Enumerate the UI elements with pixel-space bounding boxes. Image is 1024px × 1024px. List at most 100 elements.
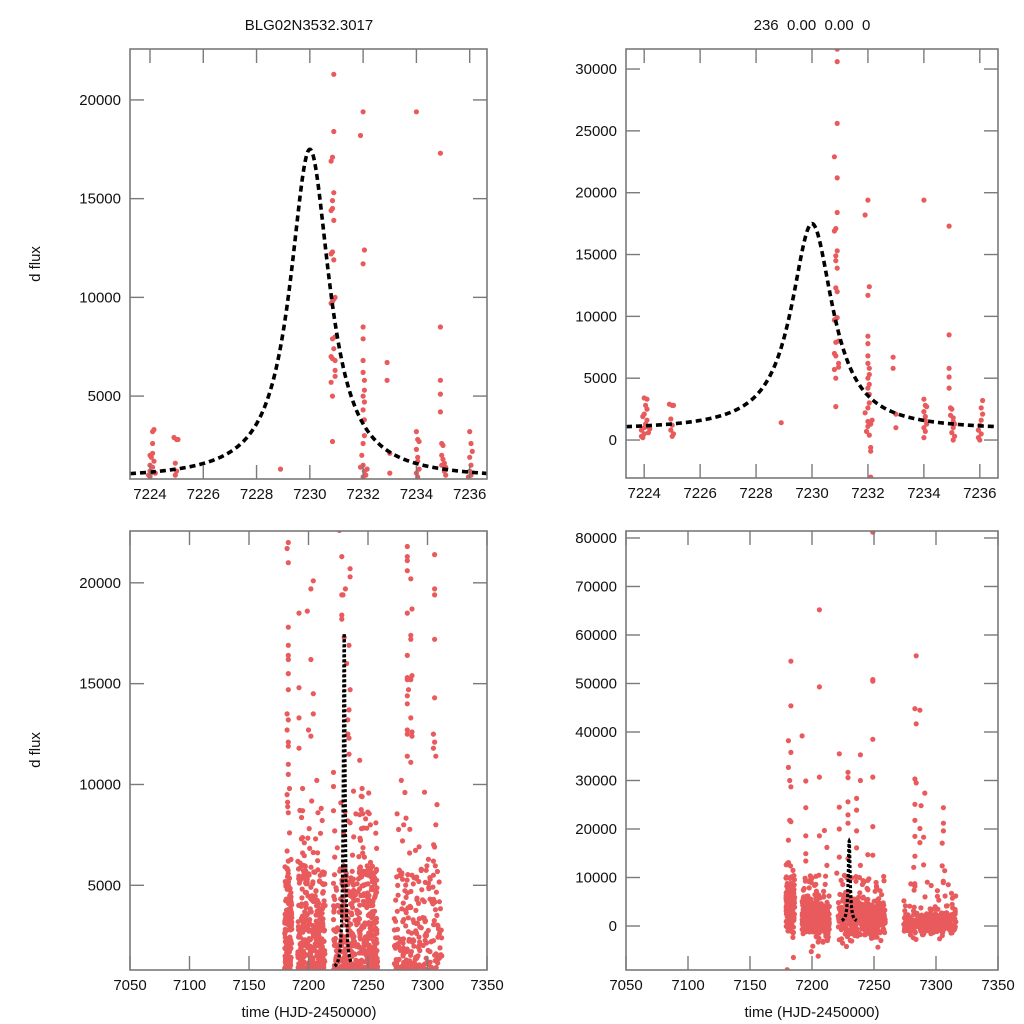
data-point — [374, 885, 380, 891]
data-point — [361, 399, 367, 405]
data-point — [394, 811, 400, 817]
data-point — [863, 931, 869, 938]
data-point — [921, 435, 927, 441]
x-tick-label: 7250 — [857, 977, 890, 994]
data-point — [468, 440, 474, 447]
data-point — [785, 738, 792, 744]
data-point — [978, 431, 984, 437]
x-tick-label: 7230 — [293, 486, 326, 503]
data-point — [409, 733, 415, 739]
data-point — [812, 926, 819, 932]
data-point — [840, 940, 846, 946]
data-point — [946, 385, 952, 391]
data-point — [285, 642, 291, 648]
data-point — [816, 930, 822, 936]
data-point — [298, 945, 304, 952]
data-point — [357, 837, 364, 844]
data-point — [838, 936, 845, 942]
data-point — [836, 905, 842, 911]
data-point — [330, 808, 337, 814]
data-point — [921, 862, 927, 868]
data-point — [948, 915, 954, 921]
data-point — [341, 936, 347, 942]
data-point — [289, 902, 295, 908]
data-point — [409, 729, 415, 735]
data-point — [945, 882, 951, 888]
data-point — [408, 636, 414, 642]
data-point — [912, 706, 918, 712]
data-point — [863, 914, 869, 921]
data-point — [432, 552, 438, 558]
data-point — [843, 925, 849, 931]
data-point — [319, 940, 325, 946]
data-point — [946, 223, 952, 229]
data-point — [857, 777, 864, 784]
data-point — [908, 881, 914, 887]
data-point — [980, 411, 986, 417]
data-point — [319, 817, 325, 824]
data-point — [347, 566, 353, 572]
data-point — [430, 745, 436, 751]
data-point — [314, 963, 320, 969]
data-point — [331, 257, 337, 263]
data-point — [838, 877, 844, 884]
data-point — [440, 456, 446, 462]
y-tick-label: 80000 — [575, 530, 617, 547]
data-point — [308, 586, 314, 592]
data-point — [353, 965, 360, 970]
data-point — [315, 943, 321, 949]
data-point — [821, 827, 828, 834]
data-point — [305, 835, 311, 841]
data-point — [409, 961, 415, 967]
data-point — [317, 872, 323, 879]
data-point — [284, 866, 290, 872]
data-point — [312, 869, 318, 875]
data-point — [425, 880, 432, 886]
data-point — [316, 929, 322, 935]
x-tick-label: 7200 — [795, 977, 828, 994]
data-point — [911, 887, 917, 893]
data-point — [809, 875, 815, 881]
data-point — [950, 926, 956, 932]
data-point — [921, 834, 927, 840]
data-point — [356, 950, 363, 956]
data-point — [370, 877, 376, 883]
data-point — [790, 954, 797, 961]
data-point — [834, 248, 840, 254]
x-tick-label: 7230 — [795, 485, 828, 502]
data-point — [296, 685, 302, 691]
data-point — [928, 882, 934, 889]
data-point — [785, 917, 791, 924]
data-point — [147, 452, 153, 458]
data-point — [803, 851, 809, 857]
data-point — [788, 658, 794, 664]
data-point — [788, 749, 794, 756]
data-point — [815, 953, 821, 959]
data-point — [871, 934, 877, 940]
data-point — [857, 752, 864, 758]
data-point — [408, 715, 414, 721]
data-point — [414, 895, 420, 901]
data-point — [360, 947, 367, 953]
data-point — [332, 854, 338, 860]
data-point — [638, 433, 645, 439]
data-point — [372, 939, 378, 945]
x-tick-label: 7228 — [240, 486, 273, 503]
data-point — [328, 207, 334, 214]
data-point — [821, 928, 827, 934]
x-tick-label: 7050 — [113, 977, 146, 994]
data-point — [790, 917, 796, 923]
data-point — [410, 937, 416, 943]
data-point — [369, 915, 375, 921]
panel-bottom-left: d flux time (HJD-2450000) 7050 7100 7150 72… — [27, 530, 504, 1021]
data-point — [838, 927, 845, 933]
data-point — [360, 369, 366, 375]
data-point — [331, 217, 337, 223]
data-point — [803, 778, 809, 784]
data-point — [284, 545, 290, 552]
data-point — [297, 955, 303, 961]
data-point — [361, 854, 367, 860]
data-point — [347, 820, 353, 826]
data-point — [802, 875, 808, 881]
data-point — [359, 794, 365, 800]
